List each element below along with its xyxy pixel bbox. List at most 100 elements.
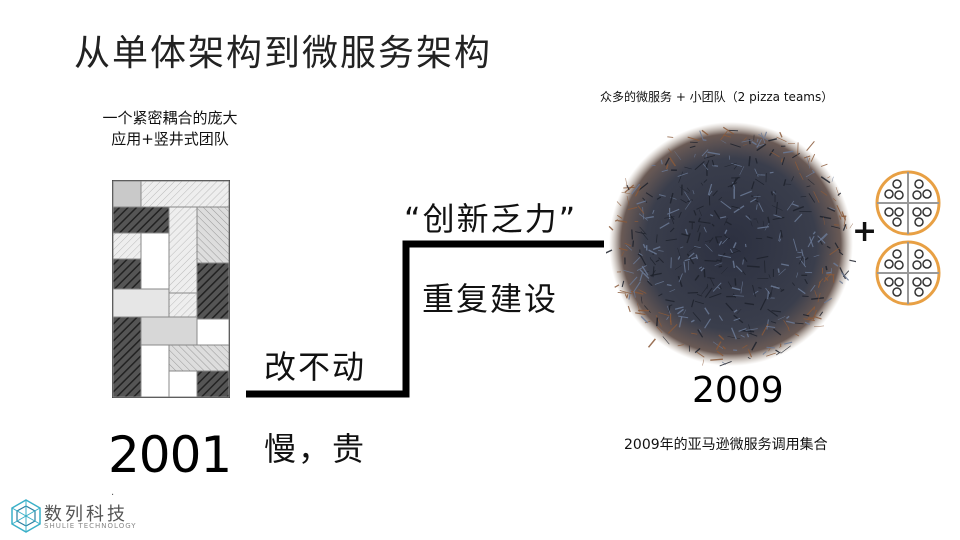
sphere-link: [630, 290, 644, 295]
sphere-link: [629, 276, 638, 286]
sphere-link: [703, 179, 708, 183]
sphere-link: [841, 211, 847, 221]
sphere-link: [779, 131, 783, 138]
sphere-link: [634, 291, 636, 298]
sphere-link: [631, 183, 641, 195]
sphere-link: [658, 194, 666, 197]
sphere-link: [708, 237, 714, 243]
sphere-link: [800, 196, 807, 198]
sphere-link: [635, 231, 646, 235]
sphere-link: [756, 138, 759, 143]
sphere-link: [722, 345, 726, 350]
sphere-link: [650, 272, 662, 277]
sphere-link: [711, 159, 715, 166]
sphere-link: [641, 265, 649, 276]
sphere-link: [712, 190, 718, 197]
sphere-link: [701, 129, 709, 136]
sphere-link: [738, 327, 747, 332]
sphere-link: [716, 350, 724, 357]
sphere-link: [766, 352, 776, 357]
sphere-link: [635, 312, 646, 316]
sphere-link: [621, 280, 625, 288]
sphere-link: [654, 281, 664, 285]
sphere-link: [645, 192, 653, 198]
sphere-link: [804, 278, 808, 285]
sphere-link: [776, 351, 781, 356]
sphere-link: [679, 246, 684, 249]
sphere-link: [651, 259, 656, 266]
sphere-link: [719, 216, 727, 219]
sphere-link: [720, 200, 732, 210]
sphere-link: [742, 144, 747, 146]
sphere-link: [699, 130, 704, 141]
sphere-link: [740, 334, 745, 338]
sphere-link: [801, 249, 804, 258]
sphere-link: [804, 321, 810, 325]
sphere-link: [732, 242, 737, 249]
sphere-link: [756, 204, 758, 210]
sphere-link: [677, 308, 684, 315]
sphere-link: [718, 315, 723, 321]
sphere-link: [746, 333, 750, 338]
sphere-link: [618, 247, 628, 251]
sphere-link: [832, 274, 835, 283]
sphere-link: [829, 247, 840, 256]
sphere-link: [794, 161, 800, 171]
sphere-link: [783, 179, 787, 187]
sphere-link: [678, 315, 689, 319]
sphere-link: [810, 284, 816, 292]
sphere-link: [825, 265, 828, 271]
sphere-link: [645, 216, 654, 219]
sphere-link: [770, 321, 777, 324]
sphere-link: [718, 254, 731, 258]
text-slow-expensive: 慢，贵: [264, 430, 367, 468]
sphere-link: [713, 209, 721, 220]
sphere-link: [746, 265, 760, 268]
sphere-link: [617, 215, 623, 219]
sphere-link: [683, 261, 686, 273]
sphere-link: [702, 163, 709, 171]
sphere-link: [703, 226, 707, 233]
sphere-link: [624, 294, 628, 299]
sphere-link: [812, 309, 818, 321]
sphere-link: [742, 259, 744, 265]
sphere-link: [742, 270, 746, 276]
sphere-link: [751, 141, 757, 146]
sphere-link: [632, 281, 641, 293]
amazon-caption: 2009年的亚马逊微服务调用集合: [624, 437, 828, 453]
sphere-link: [664, 157, 670, 166]
sphere-link: [727, 281, 733, 288]
sphere-link: [814, 290, 818, 297]
sphere-link: [811, 169, 815, 174]
sphere-link: [743, 137, 747, 141]
sphere-link: [704, 240, 711, 242]
sphere-link: [721, 252, 726, 258]
sphere-link: [684, 228, 689, 235]
text-innovation-lacking: “创新乏力”: [404, 200, 578, 238]
sphere-link: [665, 299, 675, 303]
sphere-link: [716, 259, 722, 262]
sphere-link: [757, 226, 769, 229]
sphere-link: [730, 327, 737, 340]
sphere-link: [666, 283, 672, 287]
sphere-link: [712, 341, 724, 349]
sphere-link: [741, 139, 753, 143]
microservices-sphere: [606, 122, 856, 367]
sphere-link: [678, 211, 682, 218]
sphere-link: [655, 259, 660, 263]
sphere-link: [762, 220, 765, 228]
sphere-link: [839, 280, 844, 284]
sphere-link: [692, 311, 702, 322]
sphere-link: [701, 149, 709, 157]
sphere-link: [772, 191, 777, 195]
sphere-link: [616, 201, 622, 207]
sphere-link: [813, 191, 820, 203]
sphere-link: [795, 333, 800, 337]
sphere-link: [818, 238, 823, 245]
sphere-link: [758, 287, 762, 289]
sphere-link: [843, 216, 846, 227]
sphere-link: [684, 191, 691, 201]
sphere-link: [665, 238, 677, 242]
sphere-link: [779, 343, 782, 347]
sphere-link: [766, 346, 775, 349]
